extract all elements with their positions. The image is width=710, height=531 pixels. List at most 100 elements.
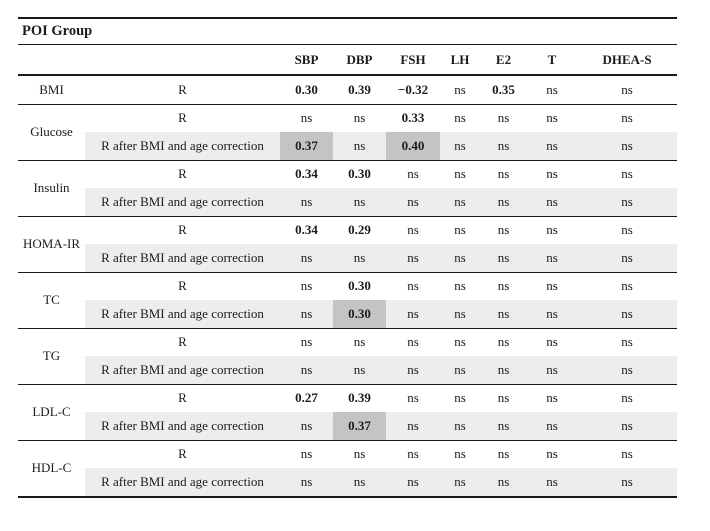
value-cell-tg-dhea-s: ns: [577, 356, 678, 385]
value-cell-tg-lh: ns: [440, 356, 480, 385]
value-cell-hdl-c-fsh: ns: [386, 468, 440, 497]
value-cell-tg-fsh: ns: [386, 356, 440, 385]
column-header-dhea-s: DHEA-S: [577, 44, 678, 76]
value-cell-tg-sbp: ns: [280, 356, 333, 385]
value-cell-tg-lh: ns: [454, 334, 466, 350]
row-type-label: R: [178, 446, 187, 462]
value-cell-tc-fsh: ns: [407, 278, 419, 294]
value-cell-hdl-c-dhea-s: ns: [621, 446, 633, 462]
value-cell-homa-ir-sbp: ns: [280, 244, 333, 273]
value-cell-tg-fsh: ns: [407, 334, 419, 350]
correlation-table: POI Group SBP DBP FSH LH E2 T DHEA-S BMI R 0.30 0…: [18, 17, 678, 498]
value-cell-tg-dhea-s: ns: [621, 334, 633, 350]
data-row-homa-ir-corrected: R after BMI and age correction ns ns ns ns ns…: [18, 244, 678, 273]
value-cell-ldl-c-lh: ns: [440, 412, 480, 441]
row-type-label: R after BMI and age correction: [85, 300, 280, 329]
value-cell-bmi-t: ns: [527, 75, 577, 105]
value-cell-glucose-t: ns: [527, 132, 577, 161]
value-cell-glucose-e2: ns: [480, 132, 527, 161]
value-cell-bmi-dbp: 0.39: [333, 75, 386, 105]
row-type-label: R: [178, 390, 187, 406]
value-cell-glucose-dbp: ns: [333, 132, 386, 161]
value-cell-homa-ir-dbp: ns: [333, 244, 386, 273]
value-cell-insulin-dhea-s: ns: [621, 166, 633, 182]
value-cell-homa-ir-e2: ns: [497, 222, 510, 238]
value-cell-glucose-lh: ns: [454, 110, 466, 126]
value-cell-insulin-sbp: ns: [280, 188, 333, 217]
table-title: POI Group: [18, 18, 678, 45]
value-cell-insulin-sbp: 0.34: [295, 166, 318, 182]
value-cell-insulin-lh: ns: [454, 166, 466, 182]
value-cell-hdl-c-e2: ns: [497, 446, 510, 462]
value-cell-hdl-c-t: ns: [527, 468, 577, 497]
value-cell-homa-ir-t: ns: [527, 244, 577, 273]
value-cell-hdl-c-dbp: ns: [333, 468, 386, 497]
value-cell-ldl-c-t: ns: [527, 412, 577, 441]
value-cell-hdl-c-t: ns: [546, 446, 558, 462]
data-row-tc-corrected: R after BMI and age correction ns 0.30 ns ns…: [18, 300, 678, 329]
value-cell-tg-t: ns: [527, 356, 577, 385]
value-cell-tc-e2: ns: [497, 278, 510, 294]
data-row-homa-ir-r: HOMA-IR R 0.34 0.29 ns ns ns ns ns: [18, 216, 677, 273]
value-cell-tc-dhea-s: ns: [577, 300, 678, 329]
param-label-insulin: Insulin: [18, 160, 85, 217]
value-cell-tg-t: ns: [546, 334, 558, 350]
column-header-lh: LH: [440, 44, 480, 76]
value-cell-tg-e2: ns: [480, 356, 527, 385]
value-cell-hdl-c-dbp: ns: [353, 446, 366, 462]
value-cell-ldl-c-fsh: ns: [386, 412, 440, 441]
column-header-dbp: DBP: [333, 44, 386, 76]
value-cell-hdl-c-sbp: ns: [300, 446, 313, 462]
value-cell-homa-ir-t: ns: [546, 222, 558, 238]
table-title-row: POI Group: [18, 18, 678, 45]
value-cell-hdl-c-fsh: ns: [407, 446, 419, 462]
value-cell-insulin-dbp: 0.30: [348, 166, 371, 182]
value-cell-glucose-sbp: ns: [300, 110, 313, 126]
value-cell-tc-t: ns: [527, 300, 577, 329]
row-type-label: R after BMI and age correction: [85, 356, 280, 385]
value-cell-insulin-dhea-s: ns: [577, 188, 678, 217]
value-cell-tc-dhea-s: ns: [621, 278, 633, 294]
value-cell-glucose-dhea-s: ns: [577, 132, 678, 161]
value-cell-insulin-e2: ns: [497, 166, 510, 182]
column-header-row: SBP DBP FSH LH E2 T DHEA-S: [18, 44, 678, 76]
value-cell-homa-ir-dbp: 0.29: [348, 222, 371, 238]
row-type-label: R after BMI and age correction: [85, 412, 280, 441]
value-cell-hdl-c-dhea-s: ns: [577, 468, 678, 497]
value-cell-glucose-dhea-s: ns: [621, 110, 633, 126]
value-cell-homa-ir-lh: ns: [440, 244, 480, 273]
value-cell-insulin-e2: ns: [480, 188, 527, 217]
data-row-hdl-c-corrected: R after BMI and age correction ns ns ns ns ns…: [18, 468, 678, 497]
value-cell-tc-sbp: ns: [280, 300, 333, 329]
row-type-label: R: [178, 334, 187, 350]
data-row-insulin-r: Insulin R 0.34 0.30 ns ns ns ns ns: [18, 160, 677, 217]
value-cell-glucose-sbp: 0.37: [280, 132, 333, 161]
column-header-e2: E2: [480, 44, 527, 76]
data-row-bmi-r: BMI R 0.30 0.39 −0.32 ns 0.35 ns ns: [18, 75, 678, 105]
value-cell-glucose-fsh: 0.33: [401, 110, 425, 126]
value-cell-homa-ir-dhea-s: ns: [621, 222, 633, 238]
value-cell-hdl-c-lh: ns: [454, 446, 466, 462]
param-label-glucose: Glucose: [18, 104, 85, 161]
value-cell-ldl-c-dbp: 0.39: [348, 390, 371, 406]
column-header-t: T: [527, 44, 577, 76]
value-cell-ldl-c-fsh: ns: [407, 390, 419, 406]
param-label-homa-ir: HOMA-IR: [18, 216, 85, 273]
value-cell-tc-dbp: 0.30: [333, 300, 386, 329]
value-cell-homa-ir-lh: ns: [454, 222, 466, 238]
value-cell-insulin-fsh: ns: [386, 188, 440, 217]
row-type-label: R: [85, 75, 280, 105]
value-cell-ldl-c-sbp: 0.27: [295, 390, 318, 406]
column-header-fsh: FSH: [386, 44, 440, 76]
value-cell-tg-dbp: ns: [333, 356, 386, 385]
row-type-label: R: [178, 278, 187, 294]
param-label-tg: TG: [18, 328, 85, 385]
value-cell-ldl-c-t: ns: [546, 390, 558, 406]
row-type-label: R: [178, 166, 187, 182]
value-cell-tc-lh: ns: [454, 278, 466, 294]
data-row-ldl-c-corrected: R after BMI and age correction ns 0.37 ns ns…: [18, 412, 678, 441]
value-cell-tc-dbp: 0.30: [348, 278, 371, 294]
value-cell-tc-fsh: ns: [386, 300, 440, 329]
